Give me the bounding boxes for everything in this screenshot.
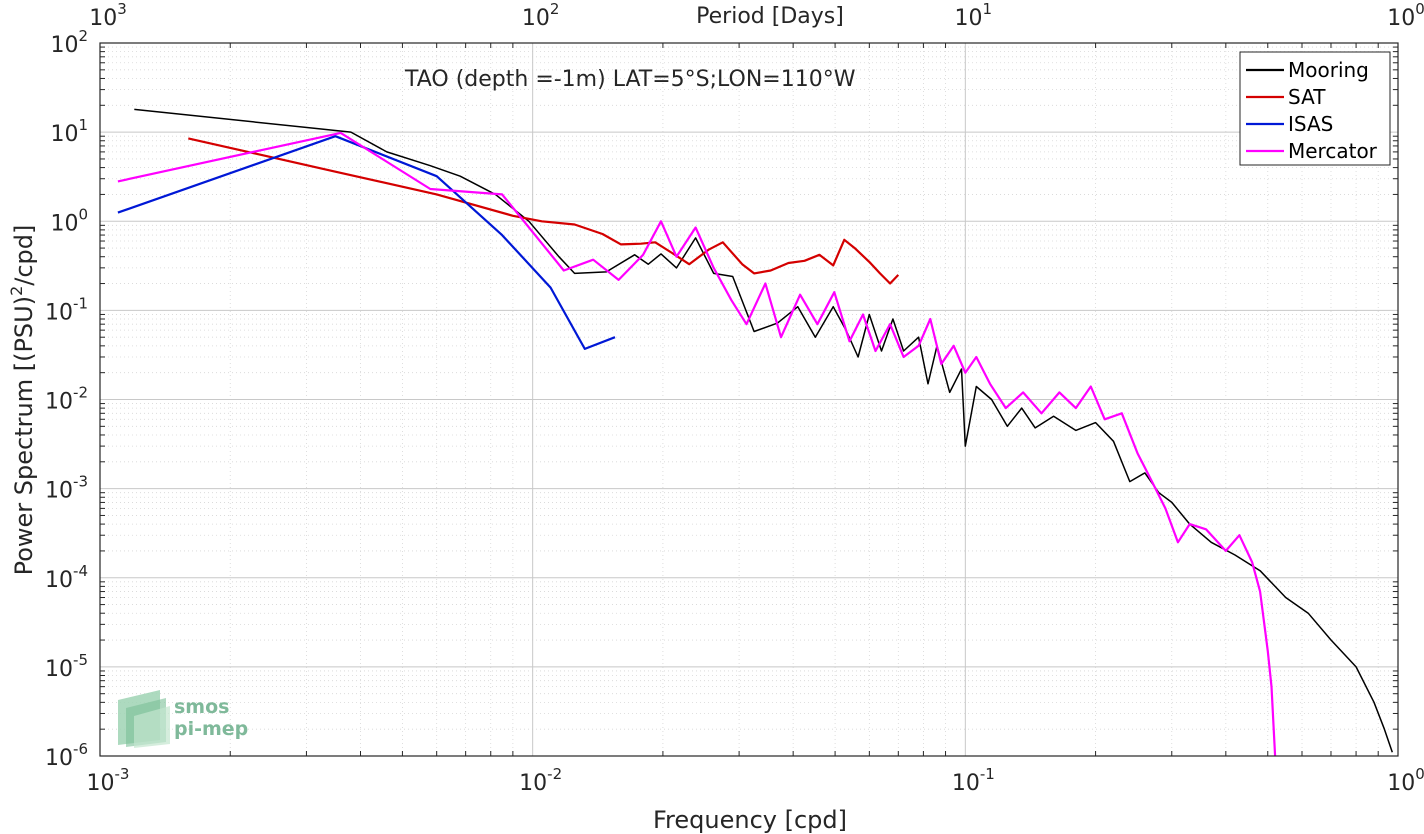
legend-label-mooring: Mooring xyxy=(1288,58,1369,82)
series-line-mercator xyxy=(117,131,1277,757)
y-axis-label-main: Power Spectrum [(PSU) xyxy=(10,296,38,575)
top-tick-labels: 103 102 101 100 xyxy=(89,0,1424,31)
x-tick-labels: 10-3 10-2 10-1 100 xyxy=(87,765,1424,796)
legend-label-sat: SAT xyxy=(1288,85,1326,109)
y-tick-label: 10-1 xyxy=(45,294,88,325)
x-tick-label: 10-3 xyxy=(87,765,130,796)
y-tick-label: 10-3 xyxy=(45,473,88,504)
y-tick-label: 10-4 xyxy=(45,562,88,593)
x-axis-label: Frequency [cpd] xyxy=(653,806,847,834)
legend: Mooring SAT ISAS Mercator xyxy=(1239,51,1391,166)
y-tick-labels: 10-6 10-5 10-4 10-3 10-2 10-1 100 101 102 xyxy=(45,27,88,771)
legend-label-isas: ISAS xyxy=(1288,112,1333,136)
y-tick-label: 101 xyxy=(50,116,88,147)
y-axis-label: Power Spectrum [(PSU)2/cpd] xyxy=(7,225,38,576)
logo-line2: pi-mep xyxy=(174,718,248,740)
chart-annotation: TAO (depth =-1m) LAT=5°S;LON=110°W xyxy=(404,67,856,92)
smos-pi-mep-logo: smos pi-mep xyxy=(118,690,248,748)
top-axis-label: Period [Days] xyxy=(696,4,844,29)
top-tick-label: 103 xyxy=(89,0,127,31)
y-tick-label: 10-2 xyxy=(45,384,88,415)
y-tick-label: 102 xyxy=(50,27,88,58)
y-tick-label: 100 xyxy=(50,205,88,236)
major-grid xyxy=(99,42,1399,757)
tick-marks xyxy=(100,43,1398,756)
series-layer xyxy=(117,108,1394,757)
top-tick-label: 102 xyxy=(522,0,560,31)
x-tick-label: 10-1 xyxy=(952,765,995,796)
top-tick-label: 100 xyxy=(1387,0,1424,31)
y-tick-label: 10-5 xyxy=(45,651,88,682)
legend-label-mercator: Mercator xyxy=(1288,139,1378,163)
y-tick-label: 10-6 xyxy=(45,740,88,771)
series-line-sat xyxy=(188,137,900,285)
y-axis-label-sup: 2 xyxy=(7,286,26,296)
series-line-isas xyxy=(117,135,616,350)
logo-line1: smos xyxy=(174,696,229,718)
series-line-mooring xyxy=(134,108,1394,753)
y-axis-label-tail: /cpd] xyxy=(10,225,38,286)
x-tick-label: 100 xyxy=(1387,765,1424,796)
axes-box xyxy=(99,42,1399,757)
x-tick-label: 10-2 xyxy=(519,765,562,796)
top-tick-label: 101 xyxy=(955,0,993,31)
